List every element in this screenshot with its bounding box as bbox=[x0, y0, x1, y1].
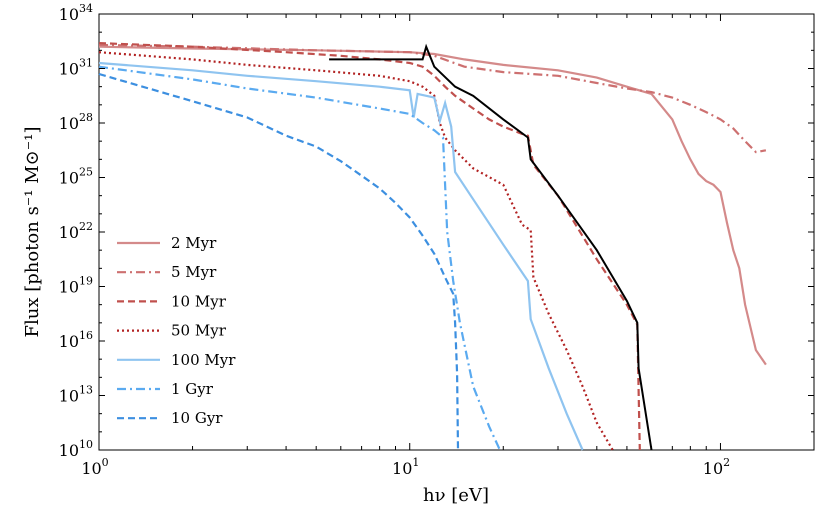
series-line-8 bbox=[329, 43, 653, 451]
series-line-4 bbox=[98, 51, 614, 451]
series-line-5 bbox=[98, 61, 584, 451]
tick-layer: 1010 1013 1016 1019 1022 1025 1028 1031 1034 100 1… bbox=[59, 2, 815, 478]
legend-label-2: 5 Myr bbox=[171, 263, 217, 281]
series-line-7 bbox=[98, 72, 460, 451]
series-layer bbox=[98, 42, 767, 451]
y-tick-label: 1013 bbox=[59, 384, 93, 406]
y-tick-label: 1010 bbox=[59, 438, 93, 460]
x-tick-label: 100 bbox=[81, 456, 108, 478]
legend: 2 Myr 5 Myr 10 Myr 50 Myr 100 Myr 1 Gyr 10 Gyr bbox=[117, 234, 236, 427]
y-tick-label: 1025 bbox=[59, 166, 93, 188]
series-line-1 bbox=[98, 45, 767, 366]
legend-label-7: 10 Gyr bbox=[171, 409, 223, 427]
y-axis-label: Flux [photon s⁻¹ M⊙⁻¹] bbox=[22, 127, 43, 338]
y-tick-label: 1016 bbox=[59, 329, 93, 351]
x-tick-label: 102 bbox=[703, 456, 730, 478]
y-tick-label: 1028 bbox=[59, 111, 93, 133]
legend-label-1: 2 Myr bbox=[171, 234, 217, 252]
legend-label-5: 100 Myr bbox=[171, 351, 236, 369]
legend-label-3: 10 Myr bbox=[171, 292, 227, 310]
series-line-6 bbox=[98, 65, 501, 451]
x-axis-label: hν [eV] bbox=[423, 485, 489, 506]
y-tick-label: 1034 bbox=[59, 2, 93, 24]
x-tick-label: 101 bbox=[392, 456, 419, 478]
y-tick-label: 1022 bbox=[59, 220, 93, 242]
y-tick-label: 1019 bbox=[59, 275, 93, 297]
legend-label-4: 50 Myr bbox=[171, 322, 227, 340]
legend-label-6: 1 Gyr bbox=[171, 380, 214, 398]
y-tick-label: 1031 bbox=[59, 57, 93, 79]
series-line-2 bbox=[98, 43, 767, 154]
series-line-3 bbox=[98, 42, 641, 451]
